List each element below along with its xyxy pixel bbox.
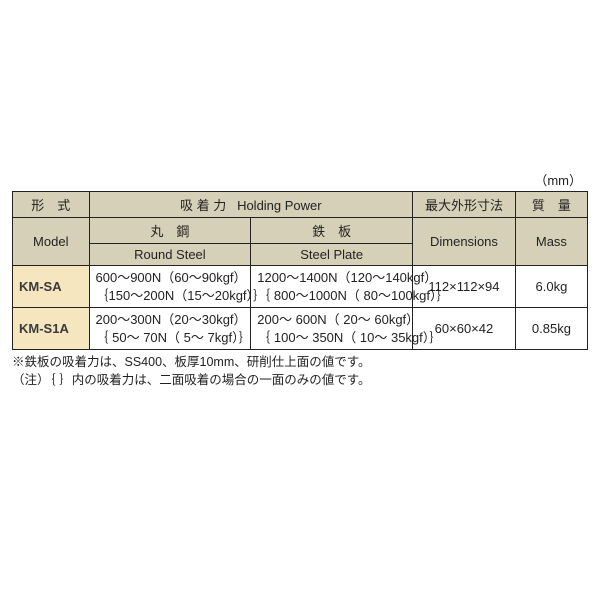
hdr-mass-en: Mass xyxy=(515,218,587,266)
plate-cell: 200～ 600N（ 20～ 60kgf） ｛ 100～ 350N（ 10～ 3… xyxy=(251,308,413,350)
hdr-dim-jp: 最大外形寸法 xyxy=(413,192,516,218)
val: 1200～1400N（120～140kgf） xyxy=(257,269,408,287)
unit-label: （mm） xyxy=(12,170,588,189)
spec-table: 形 式 吸 着 力 Holding Power 最大外形寸法 質 量 Model… xyxy=(12,191,588,350)
note-line: ※鉄板の吸着力は、SS400、板厚10mm、研削仕上面の値です。 xyxy=(12,354,588,372)
plate-cell: 1200～1400N（120～140kgf） ｛ 800～1000N（ 80～1… xyxy=(251,266,413,308)
hdr-holding-en: Holding Power xyxy=(237,198,322,213)
round-cell: 600～900N（60～90kgf） ｛150～200N（15～20kgf）｝ xyxy=(89,266,251,308)
val: 200～300N（20～30kgf） xyxy=(96,311,247,329)
val: ｛150～200N（15～20kgf）｝ xyxy=(96,287,247,305)
hdr-model-en: Model xyxy=(13,218,90,266)
hdr-holding: 吸 着 力 Holding Power xyxy=(89,192,413,218)
hdr-round-en: Round Steel xyxy=(89,244,251,266)
val: 600～900N（60～90kgf） xyxy=(96,269,247,287)
hdr-dim-en: Dimensions xyxy=(413,218,516,266)
round-cell: 200～300N（20～30kgf） ｛ 50～ 70N（ 5～ 7kgf）｝ xyxy=(89,308,251,350)
hdr-round-jp: 丸 鋼 xyxy=(89,218,251,244)
val: 200～ 600N（ 20～ 60kgf） xyxy=(257,311,408,329)
hdr-mass-jp: 質 量 xyxy=(515,192,587,218)
table-row: KM-SA 600～900N（60～90kgf） ｛150～200N（15～20… xyxy=(13,266,588,308)
table-row: KM-S1A 200～300N（20～30kgf） ｛ 50～ 70N（ 5～ … xyxy=(13,308,588,350)
hdr-model-jp: 形 式 xyxy=(13,192,90,218)
mass-cell: 0.85kg xyxy=(515,308,587,350)
hdr-plate-jp: 鉄 板 xyxy=(251,218,413,244)
model-cell: KM-S1A xyxy=(13,308,90,350)
mass-cell: 6.0kg xyxy=(515,266,587,308)
hdr-holding-jp: 吸 着 力 xyxy=(180,198,226,213)
model-cell: KM-SA xyxy=(13,266,90,308)
note-line: （注）｛ ｝内の吸着力は、二面吸着の場合の一面のみの値です。 xyxy=(12,372,588,390)
val: ｛ 800～1000N（ 80～100kgf）｝ xyxy=(257,287,408,305)
hdr-plate-en: Steel Plate xyxy=(251,244,413,266)
val: ｛ 100～ 350N（ 10～ 35kgf）｝ xyxy=(257,329,408,347)
val: ｛ 50～ 70N（ 5～ 7kgf）｝ xyxy=(96,329,247,347)
